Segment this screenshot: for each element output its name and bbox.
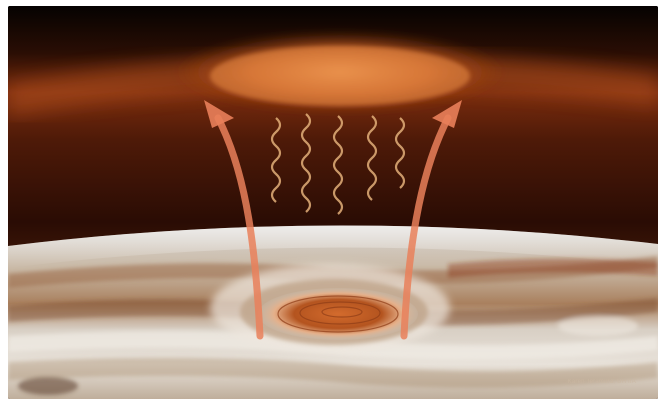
glow-core — [210, 46, 470, 106]
illustration-frame: Karen Teramura, UH IfA — [8, 6, 658, 399]
image-credit: Karen Teramura, UH IfA — [567, 379, 636, 385]
heat-arrows — [204, 100, 462, 340]
right-arrow-head — [432, 100, 462, 128]
left-arrow-head — [204, 100, 234, 128]
acoustic-waves — [270, 113, 406, 215]
left-arrow-shaft — [214, 114, 264, 340]
right-arrow-shaft — [400, 114, 452, 340]
planet-limb — [8, 225, 658, 268]
jupiter-illustration — [8, 6, 658, 399]
storm-swirls — [277, 295, 399, 333]
